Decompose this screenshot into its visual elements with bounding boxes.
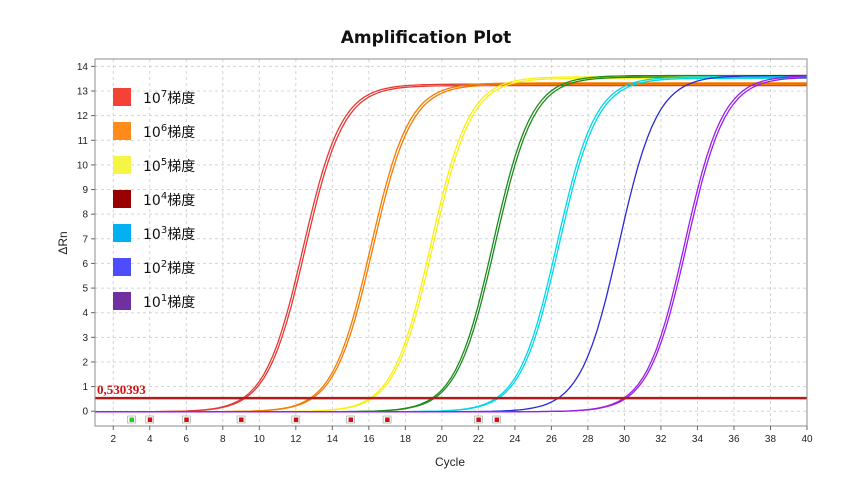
legend: 107梯度 106梯度 105梯度 104梯度 103梯度 102梯度 101梯度 bbox=[113, 88, 195, 311]
legend-swatch bbox=[113, 88, 131, 106]
plot-frame bbox=[94, 58, 808, 427]
amplification-curve bbox=[95, 74, 807, 413]
legend-swatch bbox=[113, 190, 131, 208]
y-tick-label: 2 bbox=[82, 357, 88, 368]
y-tick-label: 4 bbox=[82, 308, 88, 319]
y-tick-label: 1 bbox=[82, 382, 88, 393]
y-tick-label: 0 bbox=[82, 407, 88, 418]
x-tick-label: 8 bbox=[220, 434, 226, 445]
x-tick-label: 38 bbox=[765, 434, 777, 445]
x-tick-label: 30 bbox=[619, 434, 631, 445]
legend-entry-label: 103梯度 bbox=[143, 225, 195, 243]
baseline-marker bbox=[184, 417, 189, 422]
y-tick-label: 6 bbox=[82, 259, 88, 270]
baseline-marker bbox=[494, 417, 500, 422]
amplification-curve bbox=[95, 83, 807, 413]
baseline-marker bbox=[348, 417, 354, 422]
y-tick-label: 9 bbox=[82, 185, 88, 196]
legend-swatch bbox=[113, 122, 131, 140]
grid bbox=[95, 59, 808, 426]
x-tick-label: 32 bbox=[655, 434, 667, 445]
amplification-curve bbox=[95, 84, 807, 413]
y-tick-label: 11 bbox=[78, 136, 89, 147]
amplification-curve bbox=[95, 76, 807, 413]
amplification-curve bbox=[95, 83, 807, 413]
baseline-markers bbox=[127, 415, 501, 424]
y-tick-label: 7 bbox=[82, 234, 88, 245]
x-tick-label: 26 bbox=[546, 434, 558, 445]
threshold: 0,530393 bbox=[95, 382, 807, 400]
baseline-marker bbox=[147, 417, 153, 422]
x-tick-label: 4 bbox=[147, 434, 153, 445]
axes: 2 4 6 8 10 12 14 16 18 20 22 24 26 28 30 32 34 36 38 400123… bbox=[77, 62, 813, 445]
x-tick-label: 24 bbox=[509, 434, 521, 445]
chart-title: Amplification Plot bbox=[341, 28, 512, 48]
baseline-marker bbox=[129, 417, 135, 422]
baseline-marker bbox=[385, 417, 390, 422]
x-tick-label: 28 bbox=[582, 434, 594, 445]
x-tick-label: 14 bbox=[327, 434, 339, 445]
x-tick-label: 20 bbox=[436, 434, 448, 445]
x-tick-label: 16 bbox=[363, 434, 375, 445]
baseline-marker bbox=[293, 417, 299, 422]
x-tick-label: 2 bbox=[110, 434, 116, 445]
x-tick-label: 22 bbox=[473, 434, 485, 445]
amplification-curve bbox=[95, 76, 808, 413]
threshold-label: 0,530393 bbox=[97, 382, 146, 397]
legend-swatch bbox=[113, 258, 131, 276]
x-tick-label: 40 bbox=[801, 434, 813, 445]
y-tick-label: 3 bbox=[82, 333, 88, 344]
legend-entry-label: 106梯度 bbox=[143, 123, 195, 141]
x-tick-label: 6 bbox=[184, 434, 190, 445]
x-tick-label: 34 bbox=[692, 434, 704, 445]
legend-entry-label: 104梯度 bbox=[143, 191, 195, 209]
x-tick-label: 12 bbox=[290, 434, 302, 445]
amplification-curves bbox=[95, 74, 808, 413]
y-tick-label: 5 bbox=[82, 284, 88, 295]
x-tick-label: 10 bbox=[254, 434, 266, 445]
x-axis-title: Cycle bbox=[435, 455, 465, 469]
legend-swatch bbox=[113, 224, 131, 242]
amplification-curve bbox=[95, 76, 807, 413]
y-tick-label: 13 bbox=[77, 87, 89, 98]
y-tick-label: 12 bbox=[77, 111, 89, 122]
x-tick-label: 36 bbox=[728, 434, 740, 445]
y-tick-label: 14 bbox=[77, 62, 89, 73]
baseline-marker bbox=[239, 417, 244, 422]
legend-entry-label: 101梯度 bbox=[143, 293, 195, 311]
y-tick-label: 8 bbox=[82, 210, 88, 221]
y-tick-label: 10 bbox=[77, 160, 89, 171]
legend-swatch bbox=[113, 156, 131, 174]
y-axis-title: ΔRn bbox=[56, 231, 70, 254]
x-tick-label: 18 bbox=[400, 434, 412, 445]
legend-entry-label: 107梯度 bbox=[143, 89, 195, 107]
baseline-marker bbox=[476, 417, 481, 422]
amplification-curve bbox=[95, 74, 807, 413]
amplification-curve bbox=[95, 75, 808, 413]
legend-entry-label: 102梯度 bbox=[143, 259, 195, 277]
legend-entry-label: 105梯度 bbox=[143, 157, 195, 175]
legend-swatch bbox=[113, 292, 131, 310]
